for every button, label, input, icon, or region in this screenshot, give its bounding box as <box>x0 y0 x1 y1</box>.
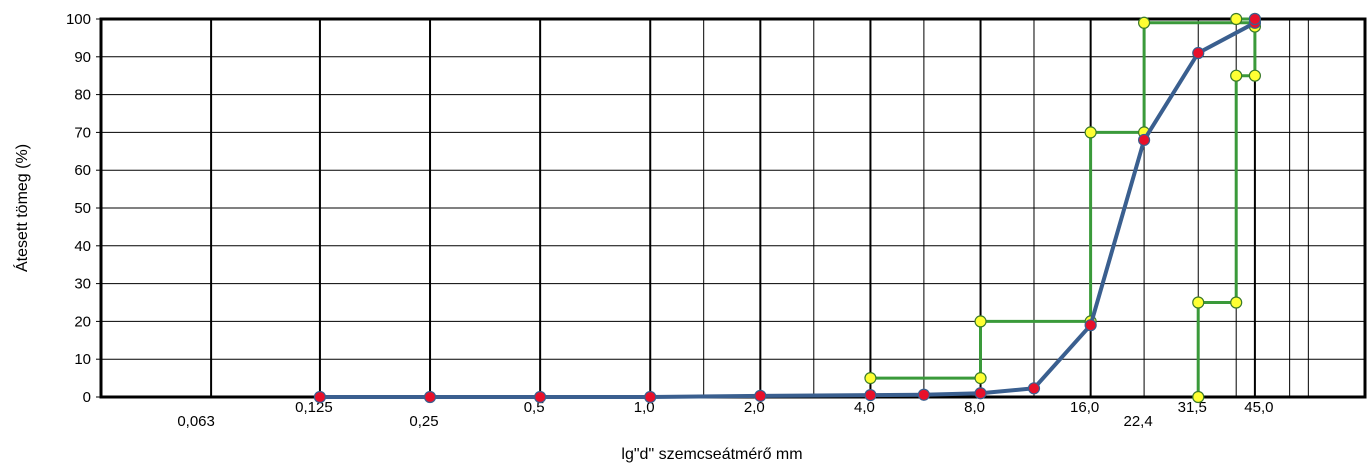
x-tick-label: 0,063 <box>177 413 215 430</box>
data-point <box>917 388 930 401</box>
data-point <box>974 372 987 385</box>
y-tick-label: 20 <box>74 313 91 330</box>
series-line <box>319 19 1257 399</box>
data-point <box>313 390 327 404</box>
series-line <box>870 21 1255 380</box>
minor-gridlines <box>101 18 1365 398</box>
series-layer <box>313 12 1261 404</box>
y-tick-label: 80 <box>74 87 91 104</box>
data-point <box>1137 133 1151 147</box>
y-tick-label: 60 <box>74 162 91 179</box>
x-tick-label: 0,25 <box>409 413 438 430</box>
x-tick-label: 8,0 <box>964 399 985 416</box>
data-point <box>1137 16 1151 29</box>
data-point <box>1248 69 1261 82</box>
x-tick-label: 1,0 <box>634 399 655 416</box>
data-point <box>1192 390 1205 404</box>
series-grading-curve <box>313 12 1261 404</box>
data-point <box>864 389 877 402</box>
x-tick-label: 2,0 <box>744 399 765 416</box>
data-point <box>864 372 877 385</box>
data-point <box>1192 296 1205 309</box>
data-point <box>1084 126 1097 139</box>
x-tick-label: 45,0 <box>1244 399 1273 416</box>
x-tick-label: 31,5 <box>1178 399 1207 416</box>
x-axis-title: lg"d" szemcseátmérő mm <box>621 446 802 463</box>
y-tick-label: 90 <box>74 49 91 66</box>
data-point <box>1027 382 1041 395</box>
y-tick-label: 30 <box>74 276 91 293</box>
data-point <box>1230 69 1243 82</box>
data-point <box>974 387 987 400</box>
x-axis-ticks: 0,063 0,125 0,25 0,5 1,0 2,0 4,0 8,0 16,0 22,4 31,… <box>177 399 1273 430</box>
y-tick-label: 0 <box>83 389 91 406</box>
data-point <box>423 390 437 404</box>
data-point <box>754 389 767 402</box>
y-tick-label: 40 <box>74 238 91 255</box>
y-axis-title: Átesett tömeg (%) <box>12 144 31 272</box>
x-tick-label: 22,4 <box>1123 413 1152 430</box>
y-tick-label: 10 <box>74 351 91 368</box>
y-tick-label: 70 <box>74 124 91 141</box>
x-tick-label: 0,125 <box>295 399 333 416</box>
data-point <box>1192 46 1205 60</box>
y-axis-ticks: 0 10 20 30 40 50 60 70 80 90 100 <box>66 11 101 406</box>
x-tick-label: 16,0 <box>1070 399 1099 416</box>
data-point <box>1084 319 1097 332</box>
x-tick-label: 0,5 <box>524 399 545 416</box>
y-tick-label: 50 <box>74 200 91 217</box>
data-point <box>974 315 987 328</box>
data-point <box>1248 12 1261 26</box>
data-point <box>1230 296 1243 309</box>
x-tick-label: 4,0 <box>854 399 875 416</box>
data-point <box>1230 12 1243 26</box>
data-point <box>644 390 657 404</box>
data-point <box>534 390 547 404</box>
major-gridlines <box>210 19 1256 397</box>
y-tick-label: 100 <box>66 11 91 28</box>
